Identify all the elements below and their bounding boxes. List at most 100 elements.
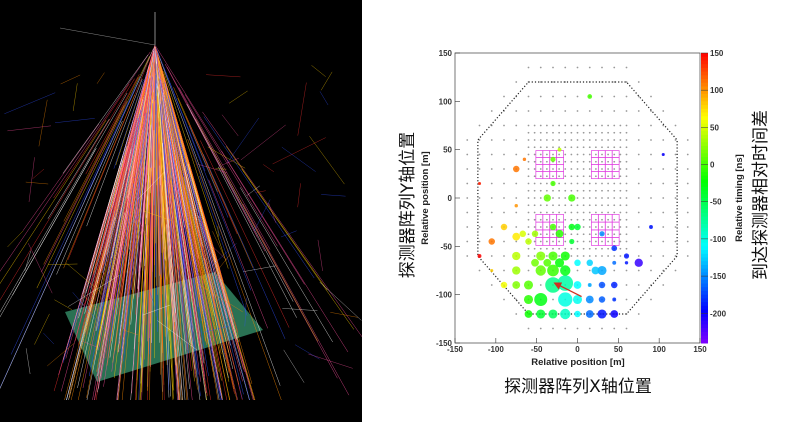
detector-dot [490, 255, 493, 257]
stray-track [134, 219, 142, 234]
particle-track [190, 111, 266, 252]
detector-dot [533, 240, 536, 243]
detector-dot [539, 247, 542, 250]
stray-track [246, 185, 261, 196]
particle-track [143, 146, 151, 306]
particle-track [163, 71, 229, 269]
detector-dot [582, 233, 585, 236]
detector-dot [552, 146, 554, 149]
detector-dot [582, 175, 585, 178]
particle-track [184, 94, 278, 247]
particle-track [160, 79, 178, 192]
detector-dot [650, 182, 652, 185]
stray-track [4, 92, 56, 115]
detector-dot [545, 182, 548, 185]
detector-dot [637, 255, 640, 257]
colorbar-segment [701, 186, 708, 192]
detector-dot [478, 124, 481, 127]
particle-track [58, 206, 109, 375]
colorbar-segment [701, 283, 708, 288]
detector-dot [594, 211, 597, 214]
particle-track [56, 120, 123, 275]
detector-dot [601, 124, 603, 127]
particle-track [155, 133, 158, 295]
detector-hit [522, 157, 527, 162]
detector-dot [570, 247, 573, 250]
colorbar-segment [701, 227, 708, 232]
particle-track [128, 116, 146, 226]
detector-dot [527, 146, 530, 149]
stray-track [82, 341, 98, 348]
stray-track [38, 99, 48, 147]
particle-track [114, 134, 144, 351]
detector-dot [552, 139, 554, 141]
colorbar-segment [701, 316, 708, 322]
detector-hit [525, 238, 532, 245]
detector-dot [490, 211, 493, 214]
detector-dot [539, 95, 542, 98]
detector-hit [514, 204, 518, 208]
detector-hit [512, 281, 521, 289]
detector-dot [637, 110, 640, 112]
detector-dot [515, 81, 518, 83]
stray-track [47, 342, 75, 367]
particle-track [145, 92, 154, 291]
particle-track [116, 74, 153, 401]
stray-track [206, 74, 241, 78]
detector-dot [613, 160, 616, 163]
detector-dot [527, 168, 530, 170]
detector-dot [637, 124, 640, 127]
detector-dot [686, 211, 689, 214]
detector-dot [527, 124, 530, 127]
detector-hit [490, 268, 494, 273]
particle-track [186, 103, 294, 302]
particle-track [166, 66, 338, 379]
colorbar-segment [701, 75, 708, 80]
detector-dot [515, 240, 518, 243]
detector-dot [625, 160, 628, 163]
detector-dot [582, 139, 585, 141]
detector-dot [588, 189, 591, 192]
detector-dot [588, 124, 591, 127]
detector-dot [588, 131, 591, 134]
detector-dot [625, 298, 628, 301]
detector-dot [613, 153, 616, 156]
detector-dot [527, 189, 530, 192]
particle-track [180, 135, 217, 263]
colorbar-segment [701, 250, 708, 255]
detector-dot [552, 175, 554, 178]
detector-dot [588, 139, 591, 141]
detector-hit [612, 260, 617, 265]
stray-track [32, 168, 45, 179]
particle-track [146, 124, 152, 218]
colorbar-segment [701, 313, 708, 318]
particle-track [134, 165, 146, 296]
detector-dot [601, 131, 603, 134]
detector-dot [613, 255, 616, 257]
detector-dot [545, 211, 548, 214]
colorbar-segment [701, 175, 708, 180]
detector-dot [607, 240, 610, 243]
colorbar-segment [701, 79, 708, 84]
detector-hit [554, 258, 565, 268]
detector-hit [587, 283, 592, 287]
detector-dot [613, 197, 616, 199]
detector-dot [490, 168, 493, 170]
detector-dot [466, 211, 469, 214]
detector-dot [576, 327, 579, 330]
detector-hit [548, 251, 558, 261]
detector-dot [662, 168, 665, 170]
particle-track [168, 136, 208, 396]
detector-dot [613, 131, 616, 134]
stray-track [137, 171, 165, 200]
particle-track [199, 175, 248, 316]
colorbar-tick-label: -100 [710, 235, 727, 244]
colorbar-segment [701, 149, 708, 154]
detector-dot [613, 146, 616, 149]
detector-dot [478, 153, 481, 156]
detector-dot [619, 124, 622, 127]
detector-dot [545, 131, 548, 134]
detector-dot [533, 160, 536, 163]
particle-track [115, 84, 143, 166]
detector-hit [585, 310, 594, 318]
